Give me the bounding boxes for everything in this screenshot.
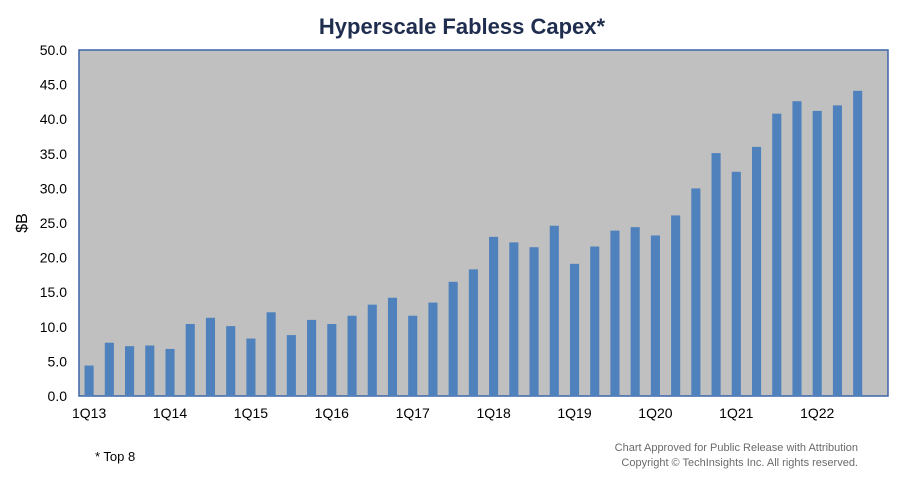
bar-3Q15 (286, 335, 296, 396)
bar-1Q18 (489, 236, 499, 396)
bar-2Q14 (185, 324, 195, 396)
bar-2Q16 (347, 315, 357, 396)
bar-2Q18 (509, 242, 519, 396)
bar-4Q16 (387, 297, 398, 396)
x-tick-label: 1Q20 (638, 405, 672, 421)
y-tick-label: 20.0 (40, 250, 67, 266)
y-axis-ticks: 0.0 5.0 10.0 15.0 20.0 25.0 30.0 35.0 40.0 45.0 50… (40, 42, 67, 404)
bar-4Q13 (145, 345, 155, 396)
attribution: Chart Approved for Public Release with A… (615, 441, 858, 471)
bar-3Q13 (125, 346, 135, 396)
x-tick-label: 1Q19 (557, 405, 591, 421)
bar-2Q20 (671, 215, 681, 396)
y-tick-label: 45.0 (40, 77, 67, 93)
bar-4Q21 (792, 101, 802, 397)
y-tick-label: 35.0 (40, 146, 67, 162)
bar-1Q22 (812, 110, 822, 397)
y-tick-label: 0.0 (48, 388, 68, 404)
bar-3Q20 (691, 188, 701, 396)
y-tick-label: 50.0 (40, 42, 67, 58)
bar-3Q16 (367, 304, 377, 396)
x-tick-label: 1Q22 (800, 405, 834, 421)
bar-2Q22 (832, 105, 842, 397)
bar-4Q15 (307, 319, 317, 396)
y-tick-label: 40.0 (40, 111, 67, 127)
bar-group (84, 90, 863, 397)
bar-3Q19 (610, 230, 620, 396)
bar-1Q16 (327, 324, 337, 396)
bar-2Q17 (428, 302, 438, 396)
bar-1Q14 (165, 348, 175, 396)
bar-2Q15 (266, 312, 276, 396)
bar-1Q15 (246, 338, 256, 396)
bar-1Q21 (731, 171, 741, 396)
bar-3Q21 (772, 113, 782, 396)
chart-title: Hyperscale Fabless Capex* (318, 14, 606, 39)
bar-2Q21 (751, 146, 762, 396)
plot-area (78, 49, 889, 397)
x-tick-label: 1Q13 (72, 405, 106, 421)
bar-4Q17 (468, 269, 478, 396)
bar-1Q19 (569, 263, 580, 396)
x-axis-ticks: 1Q13 1Q14 1Q15 1Q16 1Q17 1Q18 1Q19 1Q20 1Q21 1Q22 (72, 405, 835, 421)
y-tick-label: 15.0 (40, 284, 67, 300)
bar-3Q14 (205, 317, 216, 396)
bar-4Q18 (549, 225, 559, 396)
bar-4Q14 (226, 326, 236, 396)
x-tick-label: 1Q14 (153, 405, 187, 421)
bar-4Q20 (711, 153, 721, 396)
x-tick-label: 1Q21 (719, 405, 753, 421)
y-tick-label: 30.0 (40, 180, 67, 196)
y-axis-label: $B (14, 213, 31, 233)
footnote: * Top 8 (95, 449, 136, 464)
bar-2Q19 (590, 246, 600, 396)
bar-4Q19 (630, 227, 640, 396)
x-tick-label: 1Q17 (396, 405, 430, 421)
attribution-line-2: Copyright © TechInsights Inc. All rights… (621, 457, 858, 469)
y-tick-label: 25.0 (40, 215, 67, 231)
bar-3Q22 (853, 90, 863, 396)
x-tick-label: 1Q16 (315, 405, 349, 421)
bar-1Q13 (84, 365, 94, 396)
bar-1Q20 (650, 235, 660, 396)
x-tick-label: 1Q18 (476, 405, 510, 421)
bar-1Q17 (408, 315, 418, 396)
x-tick-label: 1Q15 (234, 405, 268, 421)
y-tick-label: 5.0 (48, 353, 68, 369)
y-tick-label: 10.0 (40, 319, 67, 335)
bar-3Q18 (529, 247, 539, 396)
attribution-line-1: Chart Approved for Public Release with A… (614, 442, 858, 454)
bar-2Q13 (104, 342, 114, 396)
bar-3Q17 (448, 281, 458, 396)
